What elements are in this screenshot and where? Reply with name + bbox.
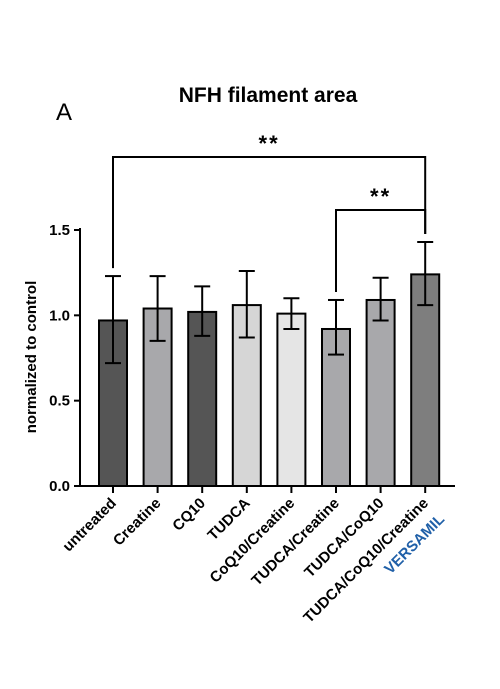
y-tick-label: 0.5 bbox=[49, 393, 70, 410]
significance-bracket bbox=[112, 156, 427, 269]
y-tick-label: 0.0 bbox=[49, 478, 70, 495]
x-tick-label: CQ10 bbox=[169, 495, 209, 535]
significance-label: ** bbox=[259, 131, 280, 156]
y-axis-title: normalized to control bbox=[23, 281, 40, 434]
y-tick-label: 1.5 bbox=[49, 222, 70, 239]
panel-label: A bbox=[56, 99, 72, 126]
bar bbox=[365, 298, 396, 487]
bar bbox=[276, 312, 307, 488]
x-tick-label: TUDCA/CoQ10 bbox=[301, 495, 387, 581]
error-bars-layer bbox=[105, 240, 434, 365]
significance-label: ** bbox=[370, 184, 391, 209]
bars-layer bbox=[98, 273, 441, 488]
significance-layer: ** ** bbox=[112, 131, 427, 292]
bar bbox=[187, 310, 218, 488]
y-tick-label: 1.0 bbox=[49, 307, 70, 324]
bar bbox=[321, 327, 351, 487]
chart-title: NFH filament area bbox=[179, 84, 358, 107]
x-tick-label: Creatine bbox=[110, 495, 164, 549]
bar bbox=[410, 273, 441, 487]
x-tick-label: untreated bbox=[59, 495, 119, 555]
axes-layer: 0.0 0.5 1.0 1.5 bbox=[49, 222, 455, 495]
significance-bracket bbox=[335, 209, 427, 292]
